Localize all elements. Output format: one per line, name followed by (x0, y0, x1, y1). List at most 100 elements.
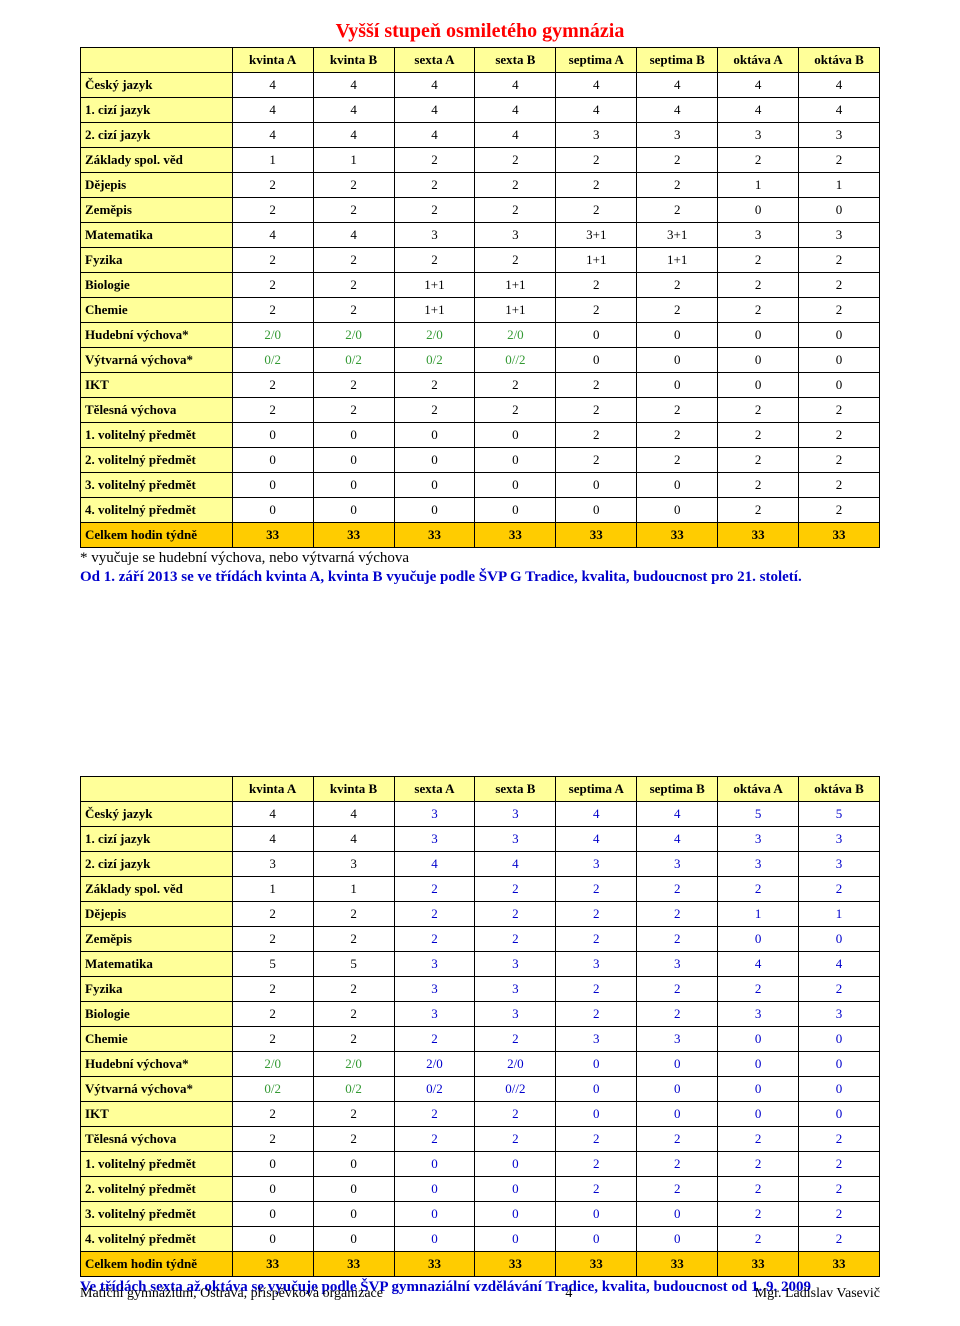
hours-cell: 3 (475, 223, 556, 248)
hours-cell: 2 (475, 248, 556, 273)
hours-cell: 0 (637, 1077, 718, 1102)
hours-cell: 3 (475, 1002, 556, 1027)
hours-cell: 0 (556, 1052, 637, 1077)
subject-label: Český jazyk (81, 73, 233, 98)
hours-cell: 2 (556, 927, 637, 952)
hours-cell: 0 (394, 1227, 475, 1252)
subject-label: Výtvarná výchova* (81, 1077, 233, 1102)
hours-cell: 2 (475, 1027, 556, 1052)
hours-cell: 0 (556, 1102, 637, 1127)
hours-cell: 0 (556, 1227, 637, 1252)
total-cell: 33 (556, 523, 637, 548)
table-row: Biologie221+11+12222 (81, 273, 880, 298)
hours-cell: 2 (313, 1002, 394, 1027)
table-row: Výtvarná výchova*0/20/20/20//20000 (81, 1077, 880, 1102)
hours-cell: 4 (232, 827, 313, 852)
hours-cell: 4 (313, 223, 394, 248)
hours-cell: 2 (475, 877, 556, 902)
hours-cell: 4 (637, 802, 718, 827)
col-header: sexta A (394, 777, 475, 802)
col-header: oktáva B (799, 777, 880, 802)
hours-cell: 1+1 (475, 298, 556, 323)
hours-cell: 0 (718, 1077, 799, 1102)
hours-cell: 2 (718, 1152, 799, 1177)
subject-label: Zeměpis (81, 927, 233, 952)
col-header: septima A (556, 777, 637, 802)
hours-cell: 3 (637, 952, 718, 977)
hours-cell: 3 (475, 952, 556, 977)
page: Vyšší stupeň osmiletého gymnázia kvinta … (0, 0, 960, 1326)
subject-label: 2. volitelný předmět (81, 448, 233, 473)
col-header: kvinta A (232, 48, 313, 73)
hours-cell: 2 (556, 148, 637, 173)
hours-cell: 4 (394, 98, 475, 123)
hours-cell: 2 (718, 498, 799, 523)
hours-cell: 3 (637, 123, 718, 148)
hours-cell: 2 (313, 902, 394, 927)
hours-cell: 0 (637, 1102, 718, 1127)
hours-cell: 2 (718, 1202, 799, 1227)
hours-cell: 3 (556, 123, 637, 148)
hours-cell: 4 (475, 98, 556, 123)
hours-cell: 2/0 (394, 323, 475, 348)
hours-cell: 0 (799, 348, 880, 373)
hours-cell: 4 (394, 123, 475, 148)
hours-cell: 0 (718, 198, 799, 223)
hours-cell: 2 (313, 248, 394, 273)
hours-cell: 3+1 (637, 223, 718, 248)
hours-cell: 2 (799, 1227, 880, 1252)
hours-cell: 2 (799, 148, 880, 173)
hours-cell: 3 (556, 952, 637, 977)
table-row: 2. cizí jazyk33443333 (81, 852, 880, 877)
hours-cell: 2 (394, 373, 475, 398)
hours-cell: 2 (556, 198, 637, 223)
hours-cell: 2 (718, 473, 799, 498)
table-row: 2. volitelný předmět00002222 (81, 1177, 880, 1202)
total-cell: 33 (313, 523, 394, 548)
hours-cell: 0 (313, 498, 394, 523)
table-row: Hudební výchova*2/02/02/02/00000 (81, 323, 880, 348)
hours-cell: 1 (313, 148, 394, 173)
hours-cell: 3 (637, 1027, 718, 1052)
hours-cell: 2 (718, 398, 799, 423)
subject-label: Fyzika (81, 977, 233, 1002)
hours-cell: 4 (556, 98, 637, 123)
hours-cell: 2/0 (475, 323, 556, 348)
hours-cell: 0 (799, 323, 880, 348)
col-header: kvinta A (232, 777, 313, 802)
total-cell: 33 (232, 1252, 313, 1277)
hours-cell: 0 (799, 1052, 880, 1077)
col-header: sexta B (475, 777, 556, 802)
hours-cell: 0 (637, 1227, 718, 1252)
hours-cell: 4 (232, 223, 313, 248)
hours-cell: 3 (475, 802, 556, 827)
subject-label: Biologie (81, 273, 233, 298)
hours-cell: 0 (799, 198, 880, 223)
hours-cell: 3 (799, 123, 880, 148)
hours-cell: 2 (556, 877, 637, 902)
total-cell: 33 (799, 1252, 880, 1277)
hours-cell: 2 (556, 977, 637, 1002)
hours-cell: 1+1 (637, 248, 718, 273)
col-header: oktáva A (718, 777, 799, 802)
footer-page-number: 4 (565, 1286, 572, 1302)
subject-label: Tělesná výchova (81, 398, 233, 423)
hours-cell: 4 (556, 827, 637, 852)
hours-cell: 2 (799, 1127, 880, 1152)
hours-cell: 2 (637, 1177, 718, 1202)
hours-cell: 2 (475, 1127, 556, 1152)
hours-cell: 0 (394, 423, 475, 448)
total-cell: 33 (556, 1252, 637, 1277)
hours-cell: 2 (475, 373, 556, 398)
hours-cell: 3 (718, 827, 799, 852)
hours-cell: 1+1 (394, 298, 475, 323)
hours-cell: 2 (556, 902, 637, 927)
hours-cell: 0 (556, 348, 637, 373)
hours-cell: 2 (475, 927, 556, 952)
table-row: Chemie22223300 (81, 1027, 880, 1052)
hours-cell: 5 (313, 952, 394, 977)
col-header: sexta A (394, 48, 475, 73)
hours-cell: 2 (313, 298, 394, 323)
hours-cell: 3 (556, 852, 637, 877)
table-row: Tělesná výchova22222222 (81, 1127, 880, 1152)
